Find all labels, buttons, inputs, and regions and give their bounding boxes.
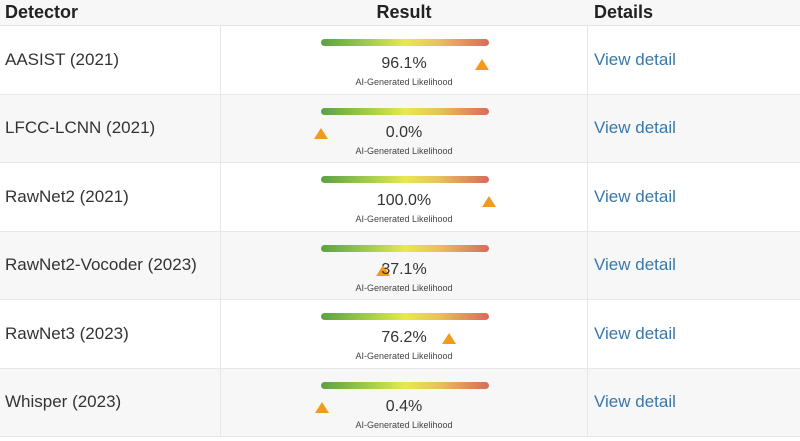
view-detail-link[interactable]: View detail bbox=[594, 392, 676, 412]
result-cell: 76.2% AI-Generated Likelihood bbox=[220, 300, 588, 368]
view-detail-link[interactable]: View detail bbox=[594, 323, 676, 343]
detector-name: RawNet2 (2021) bbox=[5, 186, 129, 206]
likelihood-label: AI-Generated Likelihood bbox=[355, 419, 453, 430]
table-row: RawNet2 (2021) 100.0% AI-Generated Likel… bbox=[0, 163, 800, 232]
detector-name: RawNet2-Vocoder (2023) bbox=[5, 255, 197, 275]
likelihood-percent: 76.2% bbox=[381, 329, 427, 346]
likelihood-label: AI-Generated Likelihood bbox=[355, 145, 453, 156]
likelihood-percent: 37.1% bbox=[381, 260, 427, 278]
likelihood-gauge bbox=[314, 381, 489, 413]
table-row: AASIST (2021) 96.1% AI-Generated Likelih… bbox=[0, 26, 800, 95]
result-cell: 37.1% AI-Generated Likelihood bbox=[220, 231, 588, 299]
result-cell: 96.1% AI-Generated Likelihood bbox=[220, 26, 588, 94]
detector-name: Whisper (2023) bbox=[5, 392, 122, 412]
table-row: Whisper (2023) 0.4% AI-Generated Likelih… bbox=[0, 368, 800, 437]
view-detail-link[interactable]: View detail bbox=[594, 49, 676, 69]
likelihood-gauge bbox=[321, 39, 490, 70]
result-cell: 0.0% AI-Generated Likelihood bbox=[220, 94, 588, 162]
likelihood-gauge bbox=[321, 313, 489, 344]
detector-name: RawNet3 (2023) bbox=[5, 323, 129, 343]
header-result: Result bbox=[376, 2, 432, 22]
header-details: Details bbox=[594, 2, 654, 22]
table-row: RawNet2-Vocoder (2023) 37.1% AI-Generate… bbox=[0, 231, 800, 300]
likelihood-percent: 96.1% bbox=[381, 55, 427, 72]
likelihood-label: AI-Generated Likelihood bbox=[355, 77, 453, 87]
detector-name: AASIST (2021) bbox=[5, 49, 120, 69]
view-detail-link[interactable]: View detail bbox=[594, 186, 676, 206]
result-cell: 100.0% AI-Generated Likelihood bbox=[220, 163, 588, 231]
likelihood-label: AI-Generated Likelihood bbox=[355, 282, 453, 293]
likelihood-gauge bbox=[314, 107, 489, 139]
view-detail-link[interactable]: View detail bbox=[594, 255, 676, 275]
gauge-marker-icon bbox=[314, 127, 328, 139]
likelihood-label: AI-Generated Likelihood bbox=[355, 214, 453, 224]
gauge-marker-icon bbox=[475, 59, 490, 70]
table-header: Detector Result Details bbox=[0, 0, 800, 26]
likelihood-percent: 0.4% bbox=[385, 397, 423, 415]
likelihood-gauge bbox=[321, 244, 489, 276]
likelihood-percent: 100.0% bbox=[376, 192, 432, 209]
detector-name: LFCC-LCNN (2021) bbox=[5, 118, 156, 138]
gauge-marker-icon bbox=[314, 401, 329, 413]
table-row: RawNet3 (2023) 76.2% AI-Generated Likeli… bbox=[0, 300, 800, 369]
result-cell: 0.4% AI-Generated Likelihood bbox=[220, 368, 588, 436]
likelihood-percent: 0.0% bbox=[385, 123, 423, 141]
gauge-marker-icon bbox=[376, 264, 391, 276]
gauge-marker-icon bbox=[482, 196, 496, 207]
gauge-marker-icon bbox=[442, 333, 457, 344]
table-row: LFCC-LCNN (2021) 0.0% AI-Generated Likel… bbox=[0, 94, 800, 163]
view-detail-link[interactable]: View detail bbox=[594, 118, 676, 138]
header-detector: Detector bbox=[5, 2, 79, 22]
likelihood-gauge bbox=[321, 176, 496, 207]
likelihood-label: AI-Generated Likelihood bbox=[355, 351, 453, 361]
